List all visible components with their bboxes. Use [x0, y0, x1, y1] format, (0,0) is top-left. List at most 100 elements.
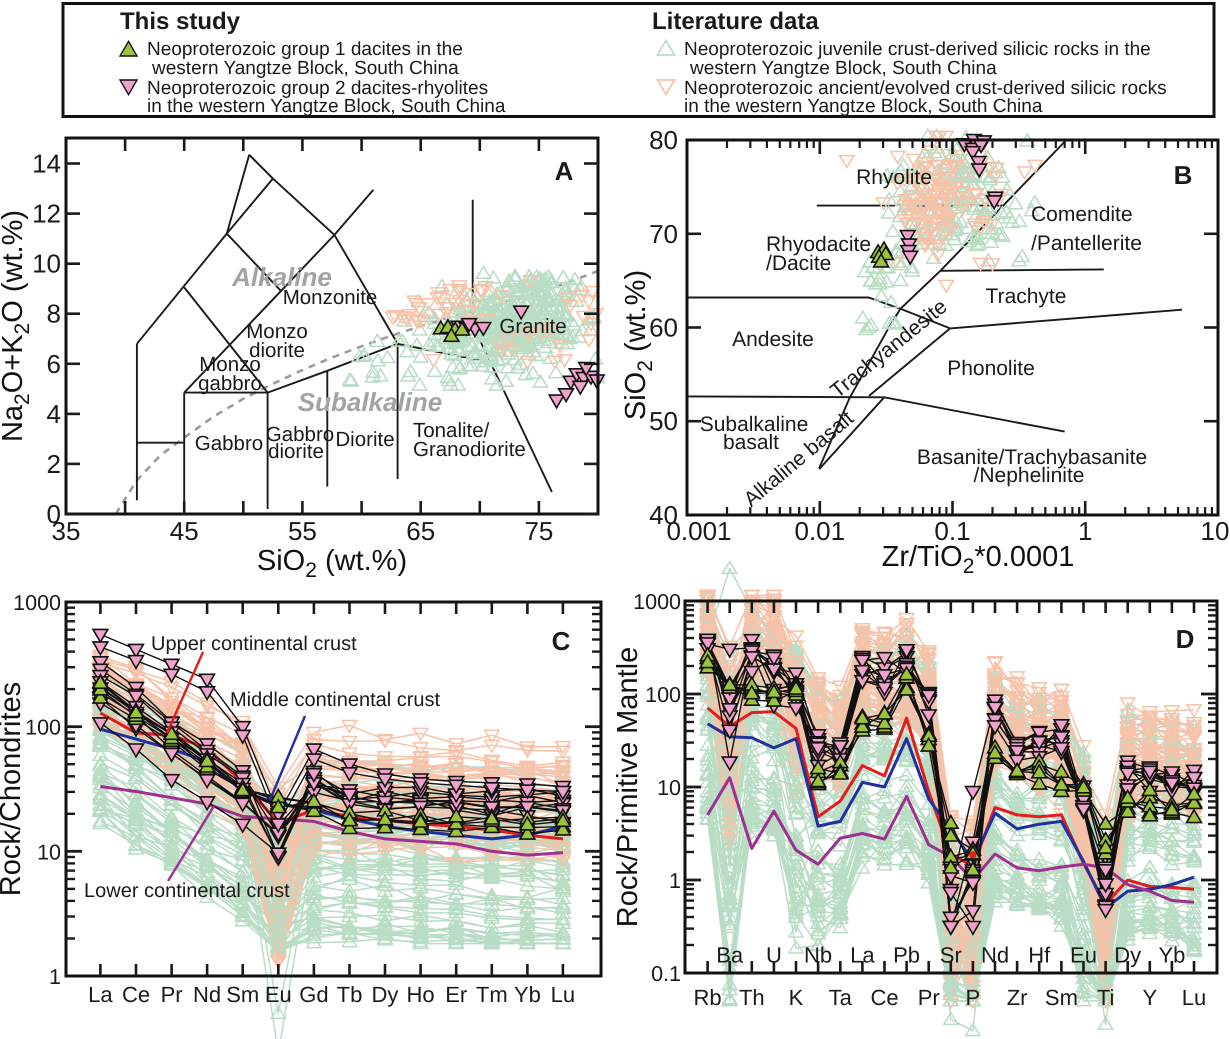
svg-text:P: P [966, 985, 981, 1010]
svg-text:40: 40 [649, 500, 678, 530]
svg-text:Monzo: Monzo [246, 320, 308, 343]
svg-text:Gabbro: Gabbro [195, 432, 263, 455]
svg-text:/Dacite: /Dacite [766, 252, 831, 275]
svg-text:4: 4 [47, 399, 61, 429]
svg-text:K: K [789, 985, 804, 1010]
svg-text:Neoproterozoic group 1 dacites: Neoproterozoic group 1 dacites in the [147, 39, 463, 60]
svg-text:Tonalite/: Tonalite/ [413, 419, 490, 442]
svg-text:U: U [766, 943, 782, 968]
svg-text:Neoproterozoic juvenile crust-: Neoproterozoic juvenile crust-derived si… [684, 39, 1151, 60]
svg-text:Ce: Ce [870, 985, 898, 1010]
svg-text:Dy: Dy [1114, 943, 1141, 968]
svg-text:SiO2 (wt.%): SiO2 (wt.%) [620, 270, 657, 420]
svg-text:65: 65 [406, 516, 435, 546]
svg-text:14: 14 [32, 149, 61, 179]
svg-text:This study: This study [120, 8, 241, 35]
svg-text:/Pantellerite: /Pantellerite [1031, 232, 1142, 255]
svg-text:B: B [1174, 160, 1193, 190]
svg-text:10: 10 [37, 840, 61, 864]
svg-text:diorite: diorite [249, 339, 305, 362]
svg-text:Middle continental crust: Middle continental crust [230, 689, 441, 711]
svg-text:75: 75 [524, 516, 553, 546]
svg-text:Dy: Dy [372, 982, 399, 1007]
svg-text:Tm: Tm [476, 982, 508, 1007]
svg-text:1: 1 [1078, 516, 1092, 546]
svg-text:10: 10 [1201, 516, 1230, 546]
svg-text:Ce: Ce [122, 982, 150, 1007]
svg-text:Andesite: Andesite [732, 328, 814, 351]
svg-text:Sr: Sr [940, 943, 962, 968]
svg-text:Subalkaline: Subalkaline [700, 413, 809, 436]
svg-text:100: 100 [645, 683, 681, 707]
svg-text:D: D [1176, 624, 1195, 654]
svg-text:Eu: Eu [265, 982, 292, 1007]
svg-text:8: 8 [47, 299, 61, 329]
svg-text:0.001: 0.001 [666, 516, 731, 546]
svg-text:Nd: Nd [981, 943, 1009, 968]
svg-text:Ho: Ho [407, 982, 435, 1007]
svg-text:Ba: Ba [716, 943, 744, 968]
svg-text:diorite: diorite [268, 440, 324, 463]
svg-text:Sm: Sm [226, 982, 259, 1007]
svg-text:Ta: Ta [829, 985, 853, 1010]
svg-text:western Yangtze Block, South C: western Yangtze Block, South China [151, 58, 459, 79]
svg-text:0.1: 0.1 [651, 962, 681, 986]
svg-text:Ti: Ti [1097, 985, 1115, 1010]
svg-text:La: La [850, 943, 875, 968]
svg-text:Comendite: Comendite [1031, 203, 1133, 226]
svg-text:1: 1 [49, 965, 61, 989]
svg-text:100: 100 [25, 716, 61, 740]
svg-text:10: 10 [32, 249, 61, 279]
svg-text:C: C [552, 626, 571, 656]
svg-text:Subalkaline: Subalkaline [298, 387, 443, 417]
svg-text:Eu: Eu [1070, 943, 1097, 968]
svg-text:Monzonite: Monzonite [283, 286, 378, 309]
svg-text:Rb: Rb [694, 985, 722, 1010]
svg-text:Zr: Zr [1007, 985, 1028, 1010]
svg-text:Monzo: Monzo [199, 353, 261, 376]
svg-text:Gd: Gd [299, 982, 328, 1007]
svg-text:basalt: basalt [723, 431, 779, 454]
svg-text:Gabbro: Gabbro [266, 423, 334, 446]
svg-text:in the western Yangtze Block,: in the western Yangtze Block, South Chin… [684, 96, 1043, 117]
svg-text:60: 60 [649, 313, 678, 343]
svg-text:Lu: Lu [551, 982, 575, 1007]
svg-text:45: 45 [170, 516, 199, 546]
svg-text:Th: Th [739, 985, 765, 1010]
svg-text:2: 2 [47, 449, 61, 479]
svg-text:6: 6 [47, 349, 61, 379]
svg-text:Neoproterozoic ancient/evolved: Neoproterozoic ancient/evolved crust-der… [684, 78, 1167, 99]
svg-text:Tb: Tb [337, 982, 363, 1007]
svg-text:1: 1 [669, 869, 681, 893]
svg-text:Pr: Pr [161, 982, 183, 1007]
svg-text:Upper continental crust: Upper continental crust [151, 633, 357, 655]
svg-text:Hf: Hf [1028, 943, 1051, 968]
svg-text:Rock/Primitive Mantle: Rock/Primitive Mantle [612, 647, 644, 927]
svg-text:Granite: Granite [499, 315, 566, 338]
svg-text:1000: 1000 [13, 591, 61, 615]
svg-text:70: 70 [649, 219, 678, 249]
svg-text:0: 0 [47, 499, 61, 529]
svg-text:Nb: Nb [804, 943, 832, 968]
svg-text:/Nephelinite: /Nephelinite [974, 464, 1085, 487]
svg-text:Rhyolite: Rhyolite [856, 166, 932, 189]
svg-text:Pr: Pr [918, 985, 940, 1010]
svg-text:Lu: Lu [1182, 985, 1206, 1010]
svg-text:Phonolite: Phonolite [947, 357, 1035, 380]
svg-text:Lower continental crust: Lower continental crust [84, 880, 290, 902]
svg-text:55: 55 [288, 516, 317, 546]
svg-text:Yb: Yb [514, 982, 541, 1007]
svg-text:Zr/TiO2*0.0001: Zr/TiO2*0.0001 [882, 541, 1075, 578]
svg-text:Sm: Sm [1045, 985, 1078, 1010]
svg-text:80: 80 [649, 125, 678, 155]
svg-text:in the western Yangtze Block,: in the western Yangtze Block, South Chin… [147, 96, 506, 117]
svg-text:Y: Y [1142, 985, 1157, 1010]
svg-text:1000: 1000 [633, 590, 681, 614]
svg-text:10: 10 [657, 776, 681, 800]
svg-text:gabbro: gabbro [198, 372, 262, 395]
svg-text:Diorite: Diorite [335, 428, 394, 451]
svg-text:western Yangtze Block, South C: western Yangtze Block, South China [689, 58, 997, 79]
svg-text:Rhyodacite: Rhyodacite [766, 233, 871, 256]
svg-text:12: 12 [32, 199, 61, 229]
svg-text:Basanite/Trachybasanite: Basanite/Trachybasanite [917, 446, 1147, 469]
